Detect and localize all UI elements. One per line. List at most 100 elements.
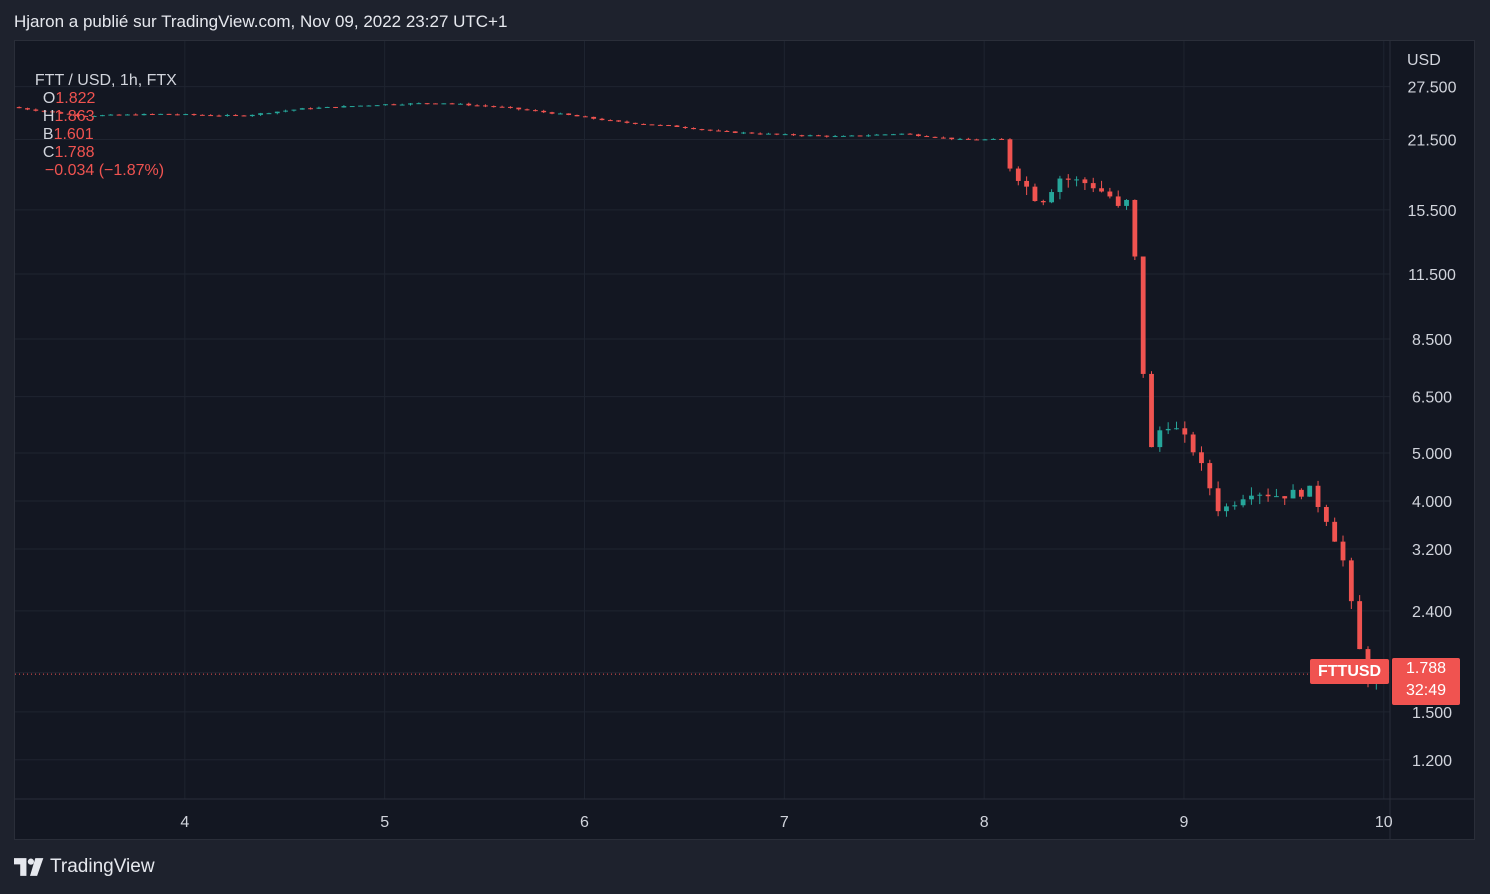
candle-body-158 bbox=[1332, 521, 1338, 542]
candle-body-51 bbox=[441, 103, 447, 105]
candle-body-32 bbox=[283, 110, 288, 112]
candle-body-19 bbox=[174, 114, 180, 116]
candle-body-22 bbox=[199, 114, 205, 116]
y-tick-label: 11.500 bbox=[1408, 267, 1456, 284]
candle-body-151 bbox=[1274, 496, 1279, 498]
candle-body-160 bbox=[1348, 560, 1354, 602]
candle-body-79 bbox=[674, 125, 680, 127]
candle-body-1 bbox=[25, 108, 30, 110]
candle-body-86 bbox=[732, 131, 738, 133]
candle-body-91 bbox=[774, 133, 780, 135]
close-value: 1.788 bbox=[54, 144, 95, 161]
candle-body-45 bbox=[391, 104, 397, 106]
candle-body-157 bbox=[1323, 506, 1329, 522]
candle-body-156 bbox=[1315, 485, 1321, 507]
x-tick-label: 8 bbox=[980, 814, 989, 831]
candle-body-2 bbox=[33, 109, 39, 111]
chart-frame[interactable] bbox=[14, 40, 1475, 840]
candle-body-63 bbox=[541, 110, 547, 113]
high-value: 1.863 bbox=[54, 108, 95, 125]
candle-body-114 bbox=[965, 138, 971, 140]
tradingview-logo-icon bbox=[14, 858, 44, 876]
candle-body-5 bbox=[58, 112, 64, 114]
candle-body-16 bbox=[149, 113, 155, 115]
y-tick-label: 21.500 bbox=[1408, 133, 1457, 150]
candle-body-117 bbox=[990, 138, 996, 140]
candle-body-43 bbox=[374, 105, 380, 107]
candle-body-131 bbox=[1107, 191, 1113, 197]
candle-body-143 bbox=[1207, 463, 1213, 489]
candle-body-7 bbox=[75, 114, 80, 117]
y-tick-label: 6.500 bbox=[1412, 390, 1452, 407]
candle-body-49 bbox=[424, 103, 430, 105]
brand-name: TradingView bbox=[50, 856, 155, 877]
candle-body-71 bbox=[607, 120, 613, 122]
candle-body-118 bbox=[999, 138, 1005, 140]
candle-body-120 bbox=[1015, 168, 1021, 181]
candle-body-97 bbox=[824, 135, 830, 137]
x-tick-label: 4 bbox=[180, 814, 189, 831]
candle-body-72 bbox=[616, 120, 622, 122]
candle-body-105 bbox=[891, 134, 896, 136]
currency-label[interactable]: USD bbox=[1407, 52, 1441, 69]
candle-body-108 bbox=[915, 134, 921, 137]
candle-body-140 bbox=[1182, 428, 1188, 435]
candle-body-136 bbox=[1149, 373, 1154, 448]
ohlc-legend: FTT / USD, 1h, FTX O1.822 H1.863 B1.601 … bbox=[26, 54, 177, 180]
candle-body-34 bbox=[299, 108, 305, 110]
candle-body-148 bbox=[1249, 495, 1254, 500]
candle-body-109 bbox=[924, 136, 930, 138]
close-label: C bbox=[42, 144, 55, 161]
candle-body-96 bbox=[816, 135, 821, 137]
candle-body-25 bbox=[224, 114, 230, 116]
candle-body-12 bbox=[116, 114, 122, 116]
candle-body-129 bbox=[1090, 183, 1096, 189]
candle-body-115 bbox=[974, 139, 980, 141]
candle-body-74 bbox=[632, 122, 638, 124]
bar-countdown: 32:49 bbox=[1405, 682, 1447, 699]
candle-body-26 bbox=[233, 114, 239, 116]
candle-body-150 bbox=[1265, 494, 1271, 497]
candle-body-98 bbox=[832, 136, 838, 138]
candle-body-112 bbox=[949, 137, 955, 140]
candle-body-104 bbox=[882, 134, 888, 136]
x-tick-label: 10 bbox=[1375, 814, 1393, 831]
candle-body-137 bbox=[1157, 430, 1163, 448]
candle-body-56 bbox=[483, 105, 488, 107]
low-label: B bbox=[42, 126, 54, 143]
candle-body-81 bbox=[691, 127, 696, 130]
candles bbox=[16, 102, 1379, 690]
candle-body-135 bbox=[1140, 256, 1146, 374]
candle-body-155 bbox=[1307, 485, 1313, 497]
candle-body-77 bbox=[657, 124, 663, 126]
candle-body-10 bbox=[100, 115, 105, 117]
candle-body-11 bbox=[108, 114, 114, 116]
candle-body-93 bbox=[791, 134, 796, 136]
candle-body-6 bbox=[66, 113, 72, 115]
candle-body-75 bbox=[641, 123, 647, 125]
candle-body-116 bbox=[982, 139, 988, 141]
candle-body-141 bbox=[1190, 434, 1196, 453]
candle-body-20 bbox=[183, 114, 189, 116]
candle-body-47 bbox=[408, 103, 413, 105]
candle-body-15 bbox=[141, 113, 147, 116]
candle-body-66 bbox=[566, 113, 572, 115]
candle-body-142 bbox=[1199, 452, 1204, 464]
candle-body-83 bbox=[707, 129, 713, 131]
candle-body-94 bbox=[799, 135, 805, 137]
candle-body-152 bbox=[1282, 496, 1288, 499]
candle-body-37 bbox=[324, 106, 330, 108]
y-tick-label: 4.000 bbox=[1412, 494, 1452, 511]
candle-body-124 bbox=[1049, 192, 1055, 203]
tradingview-footer[interactable]: TradingView bbox=[14, 856, 155, 878]
candle-body-121 bbox=[1024, 180, 1030, 187]
candle-body-13 bbox=[125, 114, 130, 116]
candle-body-64 bbox=[549, 112, 555, 114]
candle-body-0 bbox=[16, 107, 22, 109]
low-value: 1.601 bbox=[53, 126, 94, 143]
candle-body-145 bbox=[1224, 506, 1229, 512]
candle-body-128 bbox=[1082, 179, 1088, 184]
candle-body-132 bbox=[1115, 196, 1121, 206]
candle-body-147 bbox=[1240, 499, 1246, 506]
